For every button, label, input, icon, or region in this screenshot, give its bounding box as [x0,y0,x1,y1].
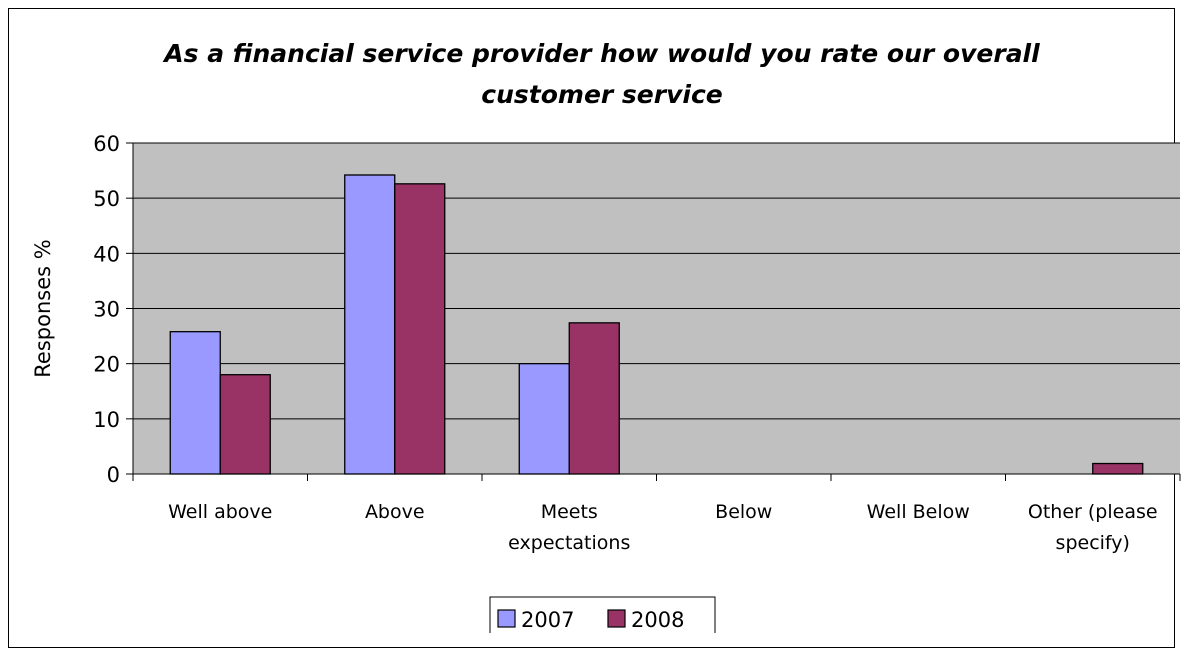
bar-2008-0 [219,374,271,475]
chart-title-line: customer service [481,80,722,109]
bar-2008-1 [394,183,446,475]
y-tick-label: 30 [93,298,120,322]
y-axis-title: Responses % [31,239,55,377]
x-category-label: Above [365,501,425,523]
y-tick-labels: 0 10 20 30 40 50 60 [93,132,120,487]
gridlines [133,142,1180,420]
chart-title-line: As a financial service provider how woul… [162,39,1040,68]
axes [126,142,1181,481]
x-category-label: Meets [541,501,598,523]
legend-label-2008: 2008 [631,608,684,632]
bar-2008-5 [1092,462,1144,475]
x-category-label: Other (please [1028,501,1158,523]
bar-chart: As a financial service provider how woul… [31,39,1181,633]
bar-2008-2 [568,322,620,475]
y-tick-label: 0 [107,463,120,487]
bar-2007-1 [344,174,396,475]
x-category-label: Well above [168,501,272,523]
legend-box [489,596,716,633]
legend-swatch-2007 [497,609,516,628]
chart-title: As a financial service provider how woul… [162,39,1040,109]
x-category-label: expectations [508,532,630,554]
bars [169,174,1144,475]
bar-2007-0 [169,331,221,475]
bar-2007-2 [518,363,570,475]
y-tick-label: 40 [93,242,120,266]
y-tick-label: 50 [93,187,120,211]
x-category-labels: Well above Above Meets expectations Below Wel… [168,501,1157,554]
x-category-label: Below [715,501,772,523]
x-category-label: Well Below [867,501,970,523]
y-tick-label: 10 [93,408,120,432]
legend-swatch-2008 [607,609,626,628]
legend-label-2007: 2007 [521,608,574,632]
y-tick-label: 60 [93,132,120,156]
legend: 2007 2008 [489,596,716,633]
y-tick-label: 20 [93,353,120,377]
x-category-label: specify) [1056,532,1130,554]
